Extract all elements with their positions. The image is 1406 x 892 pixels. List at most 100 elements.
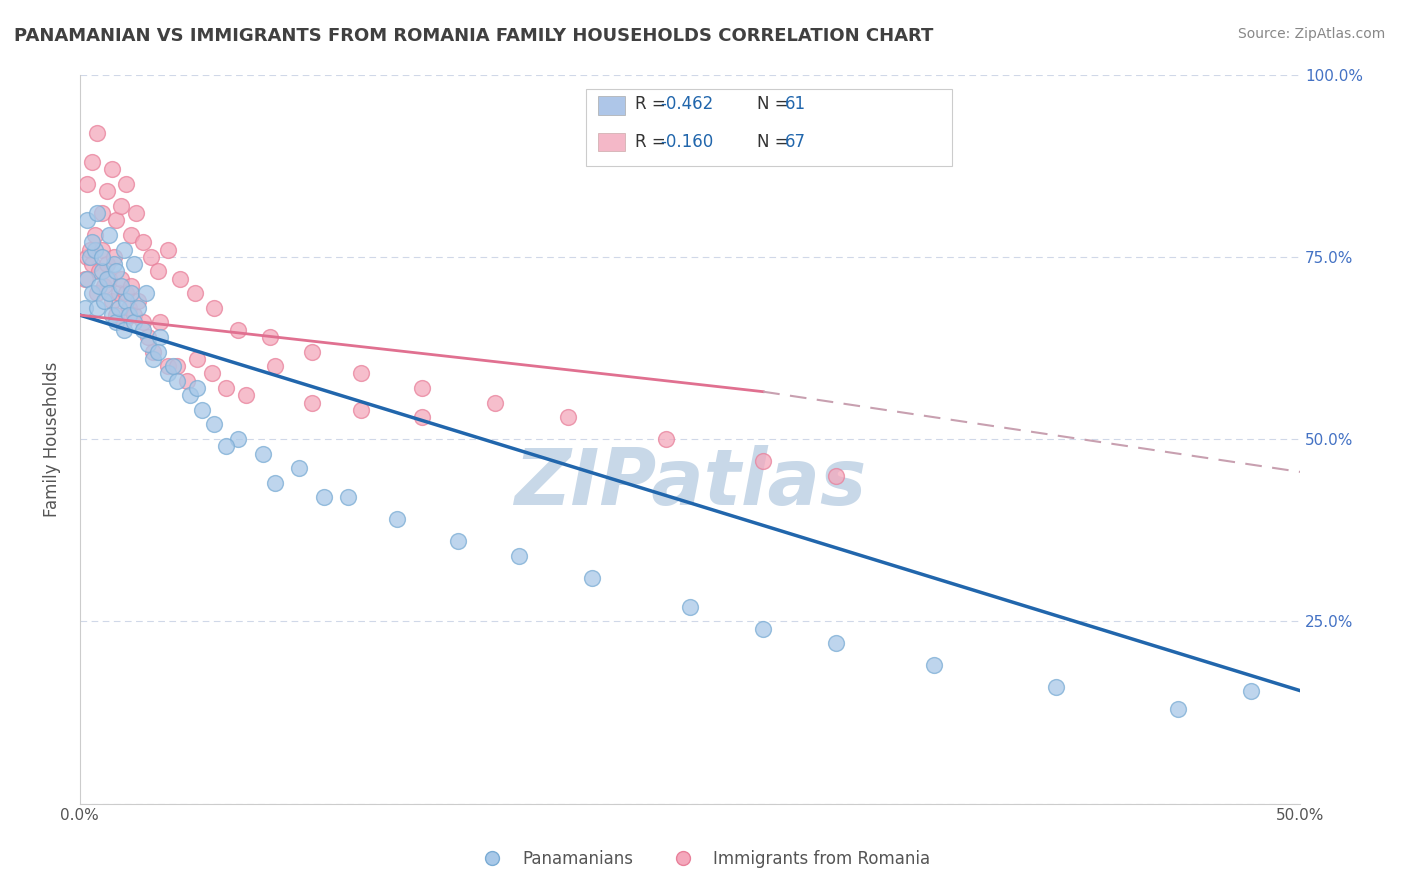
Point (301, 395, 323, 409)
Point (136, 330, 159, 344)
Text: ZIPatlas: ZIPatlas (513, 445, 866, 521)
Point (186, 381, 208, 395)
Point (83, 227, 105, 242)
Point (922, 658, 945, 673)
Point (76, 250, 98, 264)
Point (73, 301, 96, 315)
Point (122, 315, 145, 329)
Point (149, 315, 172, 329)
Point (122, 308, 145, 322)
Point (132, 323, 155, 337)
Point (264, 359, 287, 373)
Point (288, 461, 311, 475)
Point (83, 243, 105, 257)
Point (215, 381, 238, 395)
Point (96, 184, 118, 198)
Point (484, 395, 506, 409)
Point (112, 243, 135, 257)
Point (118, 301, 141, 315)
Point (86, 126, 108, 140)
Text: R =: R = (636, 95, 671, 113)
Point (86, 301, 108, 315)
Text: N =: N = (756, 95, 794, 113)
Point (156, 367, 179, 381)
Point (105, 315, 128, 329)
Point (142, 351, 165, 366)
Point (385, 512, 408, 526)
Point (96, 271, 118, 285)
Point (411, 381, 433, 395)
Point (259, 330, 281, 344)
Text: -0.160: -0.160 (661, 133, 714, 151)
Point (186, 351, 208, 366)
Point (108, 301, 131, 315)
Point (264, 475, 287, 490)
Point (90, 250, 112, 264)
Point (202, 417, 225, 432)
Point (176, 374, 198, 388)
Point (132, 235, 155, 250)
Point (125, 206, 148, 220)
Text: -0.462: -0.462 (661, 95, 714, 113)
Point (112, 315, 135, 329)
Point (79, 250, 101, 264)
Point (105, 264, 128, 278)
Point (166, 374, 188, 388)
Point (136, 337, 159, 351)
Point (80, 286, 103, 301)
Text: 67: 67 (785, 133, 806, 151)
Point (127, 293, 149, 308)
Point (98, 227, 121, 242)
Point (98, 271, 121, 285)
Point (89, 264, 111, 278)
Point (201, 367, 224, 381)
Point (228, 432, 250, 446)
Point (235, 388, 257, 402)
Bar (599, 133, 626, 151)
Point (169, 271, 191, 285)
Point (139, 250, 162, 264)
Point (122, 257, 145, 271)
Bar (599, 96, 626, 114)
Point (752, 622, 775, 636)
Legend: Panamanians, Immigrants from Romania: Panamanians, Immigrants from Romania (470, 844, 936, 875)
Text: N =: N = (756, 133, 794, 151)
Point (79, 243, 101, 257)
Point (76, 213, 98, 227)
Point (103, 257, 125, 271)
Point (1240, 683, 1263, 698)
Point (108, 286, 131, 301)
Point (89, 279, 111, 293)
Point (156, 243, 179, 257)
Point (146, 344, 169, 359)
Point (112, 323, 135, 337)
Point (118, 308, 141, 322)
Point (110, 271, 132, 285)
Point (110, 279, 132, 293)
Point (447, 534, 470, 549)
Point (76, 177, 98, 191)
Point (166, 359, 188, 373)
Point (162, 359, 184, 373)
Point (156, 359, 179, 373)
Text: PANAMANIAN VS IMMIGRANTS FROM ROMANIA FAMILY HOUSEHOLDS CORRELATION CHART: PANAMANIAN VS IMMIGRANTS FROM ROMANIA FA… (14, 27, 934, 45)
Y-axis label: Family Households: Family Households (44, 361, 60, 516)
Point (825, 468, 848, 483)
Point (100, 293, 122, 308)
Point (215, 439, 238, 453)
Point (115, 293, 138, 308)
Point (100, 162, 122, 177)
Point (149, 330, 172, 344)
Point (105, 308, 128, 322)
Point (228, 323, 250, 337)
Text: R =: R = (636, 133, 671, 151)
Point (312, 491, 335, 505)
Point (120, 286, 142, 301)
Point (202, 301, 225, 315)
Point (115, 286, 138, 301)
Point (100, 308, 122, 322)
Point (73, 271, 96, 285)
Point (349, 403, 371, 417)
FancyBboxPatch shape (586, 89, 952, 166)
Point (654, 432, 676, 446)
